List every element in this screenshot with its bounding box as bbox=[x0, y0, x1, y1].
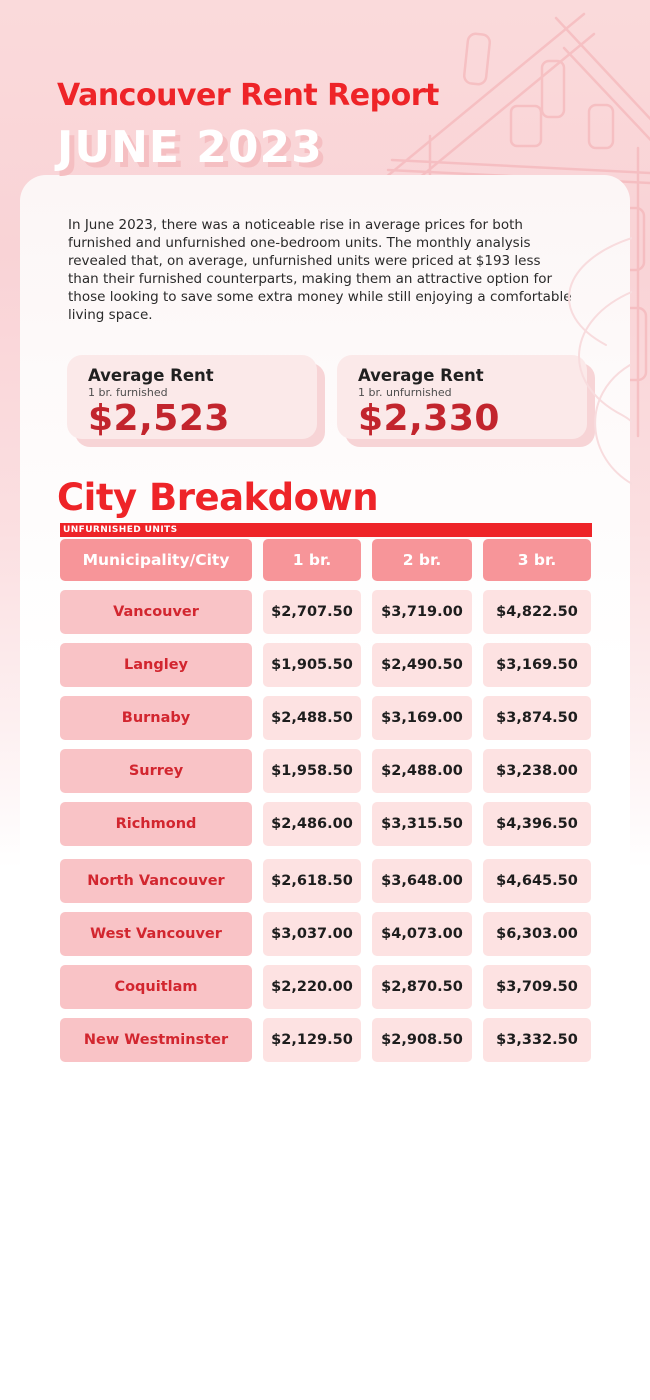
city-cell: West Vancouver bbox=[60, 911, 252, 956]
report-title: Vancouver Rent Report bbox=[57, 78, 439, 113]
table-row-surrey: Surrey $1,958.50 $2,488.00 $3,238.00 bbox=[60, 748, 592, 793]
column-header-1br: 1 br. bbox=[263, 538, 361, 581]
value-cell-2br: $3,169.00 bbox=[372, 695, 472, 740]
table-row-coquitlam: Coquitlam $2,220.00 $2,870.50 $3,709.50 bbox=[60, 964, 592, 1009]
value-cell-1br: $2,220.00 bbox=[263, 964, 361, 1009]
value-cell-3br: $3,238.00 bbox=[483, 748, 591, 793]
stat-label: Average Rent bbox=[358, 365, 484, 385]
table-row-burnaby: Burnaby $2,488.50 $3,169.00 $3,874.50 bbox=[60, 695, 592, 740]
value-cell-3br: $3,169.50 bbox=[483, 642, 591, 687]
city-cell: North Vancouver bbox=[60, 858, 252, 903]
stat-label: Average Rent bbox=[88, 365, 214, 385]
units-band-label: UNFURNISHED UNITS bbox=[63, 524, 178, 535]
value-cell-2br: $3,719.00 bbox=[372, 589, 472, 634]
stat-sublabel: 1 br. unfurnished bbox=[358, 385, 452, 399]
report-subtitle: JUNE 2023 bbox=[57, 122, 323, 173]
value-cell-2br: $2,488.00 bbox=[372, 748, 472, 793]
city-cell: Coquitlam bbox=[60, 964, 252, 1009]
table-row-new-westminster: New Westminster $2,129.50 $2,908.50 $3,3… bbox=[60, 1017, 592, 1062]
city-cell: Richmond bbox=[60, 801, 252, 846]
value-cell-2br: $3,315.50 bbox=[372, 801, 472, 846]
value-cell-2br: $3,648.00 bbox=[372, 858, 472, 903]
section-title: City Breakdown bbox=[57, 475, 379, 519]
stat-value: $2,523 bbox=[88, 397, 230, 439]
table-row-vancouver: Vancouver $2,707.50 $3,719.00 $4,822.50 bbox=[60, 589, 592, 634]
column-header-municipality: Municipality/City bbox=[60, 538, 252, 581]
column-header-3br: 3 br. bbox=[483, 538, 591, 581]
table-row-north-vancouver: North Vancouver $2,618.50 $3,648.00 $4,6… bbox=[60, 858, 592, 903]
value-cell-3br: $4,645.50 bbox=[483, 858, 591, 903]
value-cell-1br: $1,958.50 bbox=[263, 748, 361, 793]
table-row-richmond: Richmond $2,486.00 $3,315.50 $4,396.50 bbox=[60, 801, 592, 846]
stat-sublabel: 1 br. furnished bbox=[88, 385, 168, 399]
value-cell-2br: $2,908.50 bbox=[372, 1017, 472, 1062]
city-cell: Surrey bbox=[60, 748, 252, 793]
report-header: Vancouver Rent Report JUNE 2023 bbox=[57, 78, 439, 173]
city-cell: Burnaby bbox=[60, 695, 252, 740]
value-cell-1br: $2,618.50 bbox=[263, 858, 361, 903]
value-cell-1br: $2,486.00 bbox=[263, 801, 361, 846]
value-cell-3br: $3,874.50 bbox=[483, 695, 591, 740]
value-cell-1br: $2,707.50 bbox=[263, 589, 361, 634]
value-cell-3br: $4,396.50 bbox=[483, 801, 591, 846]
swirl-line-art-icon bbox=[568, 237, 632, 485]
stat-card-furnished: Average Rent 1 br. furnished $2,523 bbox=[67, 354, 317, 439]
table-header-row: Municipality/City 1 br. 2 br. 3 br. bbox=[60, 538, 592, 581]
content-card: In June 2023, there was a noticeable ris… bbox=[20, 175, 632, 1400]
city-cell: Vancouver bbox=[60, 589, 252, 634]
value-cell-2br: $2,870.50 bbox=[372, 964, 472, 1009]
value-cell-3br: $3,332.50 bbox=[483, 1017, 591, 1062]
value-cell-1br: $2,488.50 bbox=[263, 695, 361, 740]
stat-card-unfurnished: Average Rent 1 br. unfurnished $2,330 bbox=[337, 354, 587, 439]
table-row-west-vancouver: West Vancouver $3,037.00 $4,073.00 $6,30… bbox=[60, 911, 592, 956]
value-cell-3br: $3,709.50 bbox=[483, 964, 591, 1009]
value-cell-2br: $2,490.50 bbox=[372, 642, 472, 687]
value-cell-3br: $6,303.00 bbox=[483, 911, 591, 956]
table-row-langley: Langley $1,905.50 $2,490.50 $3,169.50 bbox=[60, 642, 592, 687]
stat-value: $2,330 bbox=[358, 397, 500, 439]
city-cell: New Westminster bbox=[60, 1017, 252, 1062]
city-cell: Langley bbox=[60, 642, 252, 687]
value-cell-1br: $1,905.50 bbox=[263, 642, 361, 687]
intro-paragraph: In June 2023, there was a noticeable ris… bbox=[68, 217, 572, 323]
summary-cards: Average Rent 1 br. furnished $2,523 Aver… bbox=[67, 354, 630, 439]
column-header-2br: 2 br. bbox=[372, 538, 472, 581]
rent-table: Municipality/City 1 br. 2 br. 3 br. Vanc… bbox=[60, 538, 592, 1062]
value-cell-1br: $3,037.00 bbox=[263, 911, 361, 956]
value-cell-2br: $4,073.00 bbox=[372, 911, 472, 956]
units-band: UNFURNISHED UNITS bbox=[60, 522, 592, 537]
value-cell-3br: $4,822.50 bbox=[483, 589, 591, 634]
value-cell-1br: $2,129.50 bbox=[263, 1017, 361, 1062]
